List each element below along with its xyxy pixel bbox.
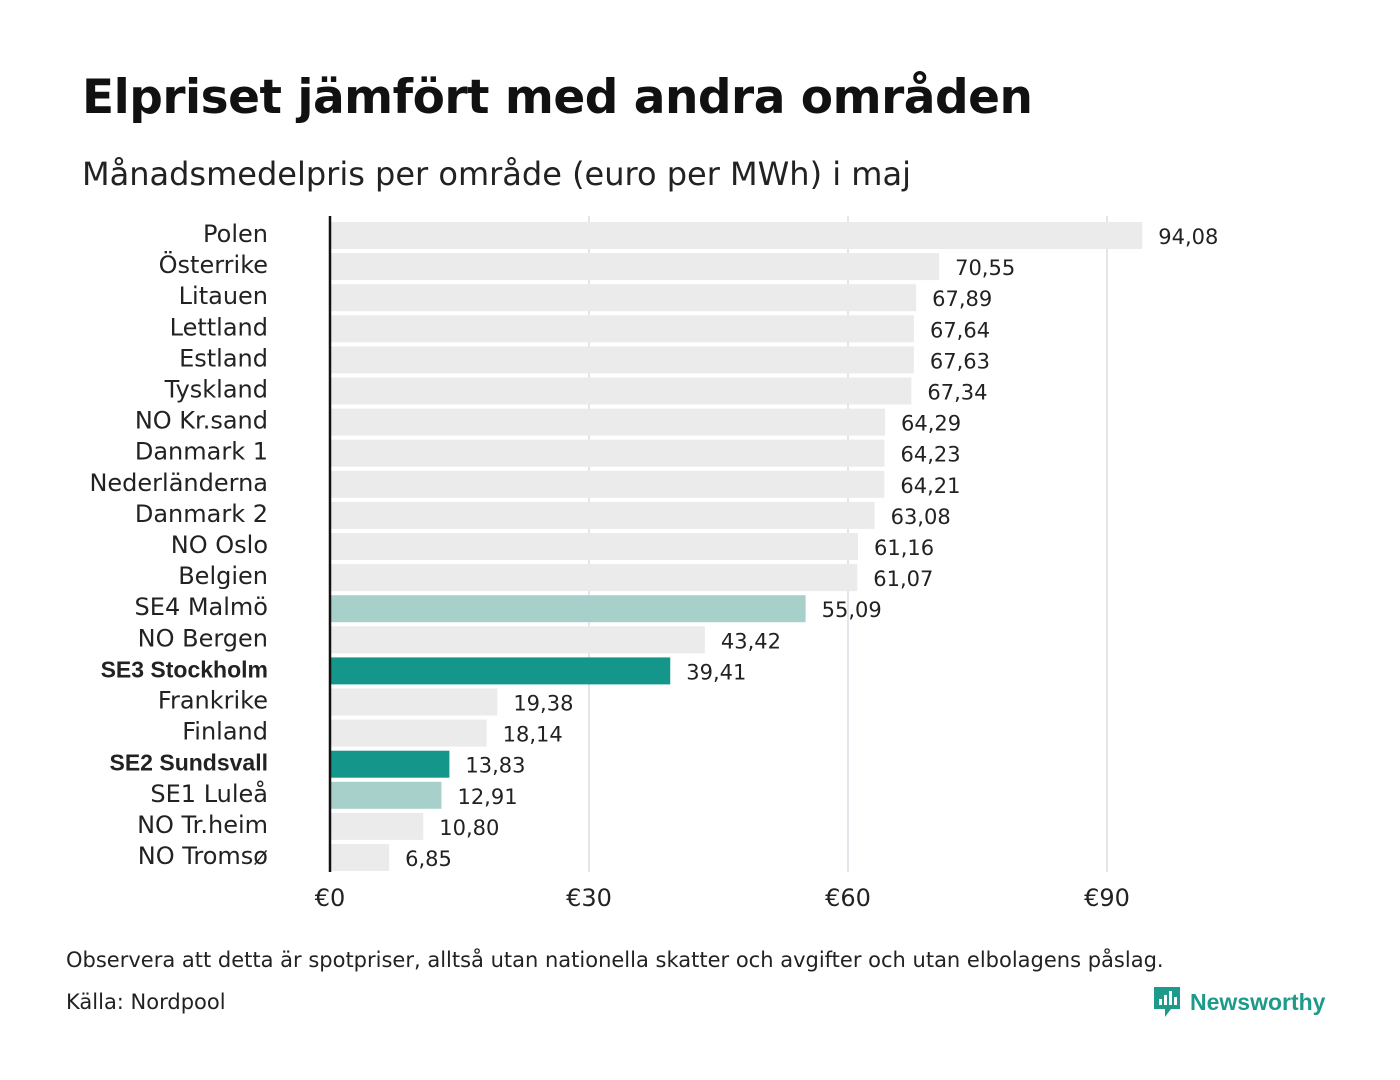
bar: [330, 501, 875, 529]
bar: [330, 346, 914, 374]
category-label: SE4 Malmö: [135, 593, 268, 621]
bar: [330, 377, 912, 405]
footnote: Observera att detta är spotpriser, allts…: [66, 948, 1164, 972]
bar: [330, 719, 487, 747]
value-label: 13,83: [465, 754, 525, 778]
source-note: Källa: Nordpool: [66, 990, 226, 1014]
category-label: Lettland: [170, 313, 268, 341]
value-label: 55,09: [822, 598, 882, 622]
category-label: NO Kr.sand: [135, 407, 268, 435]
x-tick-label: €60: [825, 884, 871, 912]
bar: [330, 750, 450, 778]
x-axis-ticks: €0 €30 €60 €90: [315, 884, 1130, 912]
bar: [330, 222, 1143, 249]
value-label: 64,23: [901, 443, 961, 467]
category-label: NO Tr.heim: [137, 811, 268, 839]
category-label: Nederländerna: [89, 469, 268, 497]
bar: [330, 781, 442, 809]
bar: [330, 284, 917, 312]
value-label: 67,89: [932, 287, 992, 311]
category-label: Estland: [179, 344, 268, 372]
value-label: 18,14: [503, 723, 563, 747]
category-label: SE2 Sundsvall: [109, 750, 268, 776]
value-label: 64,21: [900, 474, 960, 498]
bar: [330, 533, 859, 560]
value-label: 6,85: [405, 847, 452, 871]
value-label: 94,08: [1158, 225, 1218, 249]
category-label: Danmark 2: [135, 500, 268, 528]
value-label: 70,55: [955, 256, 1015, 280]
newsworthy-chart-icon: [1154, 987, 1180, 1017]
bar: [330, 564, 858, 592]
bars: [330, 222, 1143, 871]
value-label: 10,80: [439, 816, 499, 840]
bar: [330, 595, 806, 623]
bar: [330, 470, 885, 498]
category-label: SE1 Luleå: [150, 779, 268, 808]
bar: [330, 408, 886, 436]
category-label: Frankrike: [158, 687, 268, 715]
value-label: 67,34: [927, 381, 987, 405]
bar: [330, 626, 705, 654]
category-label: Tyskland: [164, 376, 268, 404]
value-label: 19,38: [513, 692, 573, 716]
x-tick-label: €0: [315, 884, 346, 912]
newsworthy-logo: Newsworthy: [1152, 985, 1325, 1019]
chart-title: Elpriset jämfört med andra områden: [82, 70, 1033, 125]
value-label: 43,42: [721, 629, 781, 653]
category-label: Polen: [203, 220, 268, 248]
bar: [330, 315, 914, 343]
bar: [330, 439, 885, 467]
logo-text: Newsworthy: [1190, 988, 1326, 1015]
bar: [330, 844, 390, 871]
category-label: Danmark 1: [135, 438, 268, 466]
category-label: SE3 Stockholm: [101, 656, 268, 682]
category-label: Belgien: [178, 562, 268, 590]
bar: [330, 812, 424, 840]
x-tick-label: €30: [566, 884, 612, 912]
value-label: 67,63: [930, 349, 990, 373]
value-label: 39,41: [686, 660, 746, 684]
value-label: 67,64: [930, 318, 990, 342]
value-label: 64,29: [901, 412, 961, 436]
value-labels: 94,08 70,55 67,89 67,64 67,63 67,34 64,29 64,23…: [405, 225, 1218, 871]
category-label: NO Tromsø: [138, 842, 268, 870]
bar: [330, 657, 671, 685]
bar: [330, 688, 498, 716]
value-label: 61,07: [873, 567, 933, 591]
value-label: 61,16: [874, 536, 934, 560]
x-tick-label: €90: [1084, 884, 1130, 912]
category-label: NO Oslo: [171, 531, 268, 559]
category-label: Litauen: [179, 282, 268, 310]
chart-subtitle: Månadsmedelpris per område (euro per MWh…: [82, 155, 911, 193]
category-label: Finland: [182, 718, 268, 746]
bar: [330, 253, 940, 281]
value-label: 63,08: [891, 505, 951, 529]
category-label: Österrike: [159, 250, 268, 279]
category-label: NO Bergen: [138, 624, 268, 652]
value-label: 12,91: [457, 785, 517, 809]
